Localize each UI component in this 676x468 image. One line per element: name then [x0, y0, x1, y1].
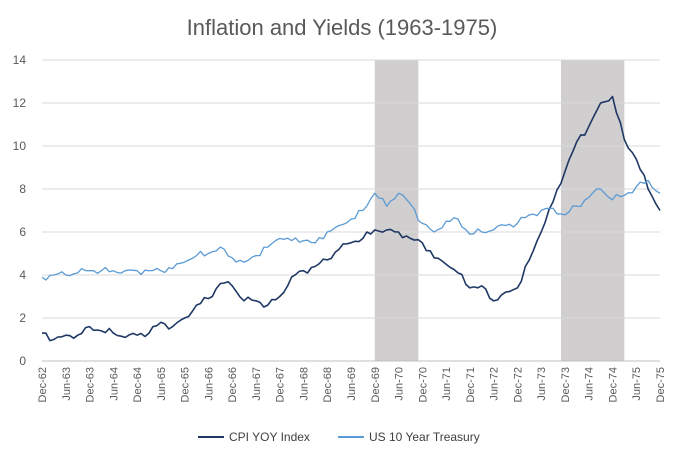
y-tick-label: 12 [13, 96, 27, 110]
y-axis-ticks: 0 2 4 6 8 10 12 14 [13, 53, 27, 368]
x-tick-label: Dec-72 [512, 367, 524, 402]
x-tick-label: Jun-67 [251, 367, 263, 401]
shaded-range-1 [374, 60, 419, 361]
x-tick-label: Dec-70 [417, 367, 429, 402]
y-tick-label: 8 [19, 182, 26, 196]
legend: CPI YOY Index US 10 Year Treasury [198, 430, 480, 444]
x-tick-label: Dec-74 [607, 367, 619, 402]
x-tick-label: Jun-63 [61, 367, 73, 401]
x-tick-label: Dec-68 [322, 367, 334, 402]
x-tick-label: Dec-69 [370, 367, 382, 402]
chart-title: Inflation and Yields (1963-1975) [187, 15, 498, 40]
x-tick-label: Dec-63 [85, 367, 97, 402]
x-tick-label: Dec-64 [132, 367, 144, 402]
x-tick-label: Jun-66 [203, 367, 215, 401]
x-tick-label: Jun-75 [631, 367, 643, 401]
x-tick-label: Jun-68 [298, 367, 310, 401]
legend-label-1: CPI YOY Index [229, 430, 310, 444]
series-line-1 [41, 95, 661, 342]
recession-shading [374, 60, 625, 361]
x-tick-label: Jun-71 [441, 367, 453, 401]
gridlines [42, 59, 660, 362]
x-tick-label: Dec-62 [37, 367, 49, 402]
x-tick-label: Dec-75 [655, 367, 667, 402]
shaded-range-2 [560, 60, 625, 361]
y-tick-label: 0 [19, 354, 26, 368]
y-tick-label: 2 [19, 311, 26, 325]
y-tick-label: 6 [19, 225, 26, 239]
y-tick-label: 10 [13, 139, 27, 153]
x-tick-label: Dec-73 [560, 367, 572, 402]
x-tick-label: Dec-65 [180, 367, 192, 402]
x-tick-label: Jun-70 [394, 367, 406, 401]
x-tick-label: Jun-65 [156, 367, 168, 401]
x-tick-label: Jun-74 [584, 367, 596, 401]
series-line-2 [41, 179, 661, 281]
x-tick-label: Jun-64 [108, 367, 120, 401]
legend-label-2: US 10 Year Treasury [369, 430, 480, 444]
x-tick-label: Jun-73 [536, 367, 548, 401]
x-tick-label: Jun-69 [346, 367, 358, 401]
x-tick-label: Dec-71 [465, 367, 477, 402]
x-tick-label: Dec-66 [227, 367, 239, 402]
y-tick-label: 4 [19, 268, 26, 282]
x-tick-label: Dec-67 [275, 367, 287, 402]
x-tick-label: Jun-72 [489, 367, 501, 401]
series-lines [41, 95, 661, 342]
y-tick-label: 14 [13, 53, 27, 67]
x-axis-ticks: Dec-62 Jun-63 Dec-63 Jun-64 Dec-64 Jun-65 Dec-… [37, 367, 667, 402]
